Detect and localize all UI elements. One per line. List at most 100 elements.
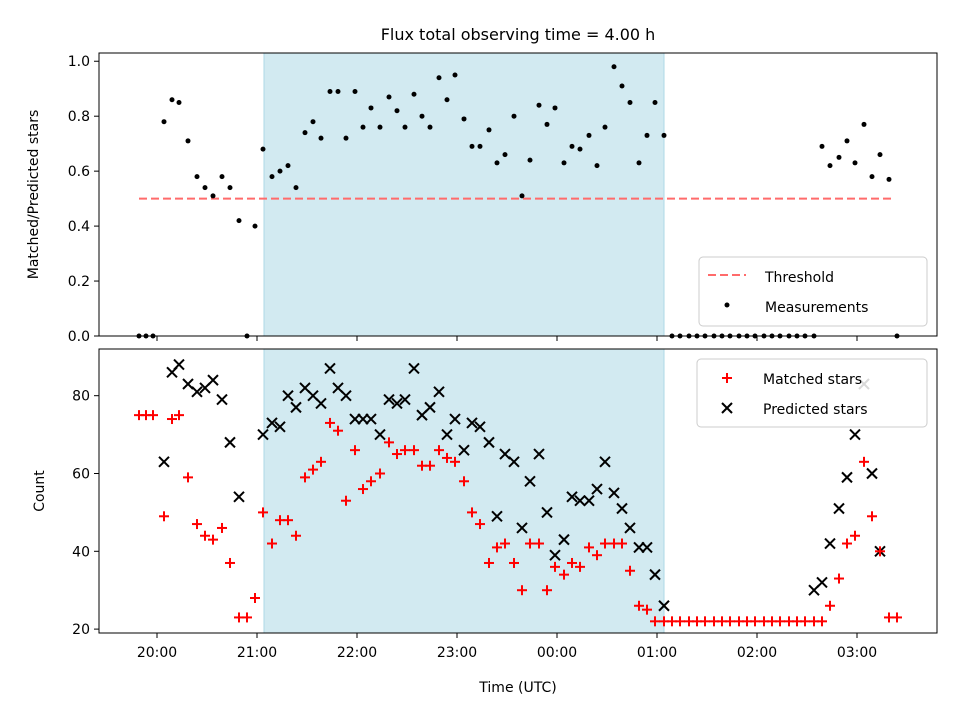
y-tick-label: 0.8 [68,109,90,125]
predicted-point [274,421,286,433]
x-tick-label: 23:00 [437,645,477,661]
measurement-point [552,105,558,111]
measurement-point [419,113,425,119]
predicted-point [824,537,836,550]
predicted-point [474,421,486,433]
measurement-point [352,88,358,94]
matched-point [634,600,644,611]
predicted-point [408,362,420,375]
measurement-point [861,121,867,127]
matched-point [859,456,869,467]
predicted-stars-points [158,358,886,612]
matched-point [700,616,710,627]
bottom-x-ticks: 20:00 21:00 22:00 23:00 00:00 01:00 02:00 03:00 [137,633,877,661]
predicted-point [399,393,411,406]
y-tick-label: 0.0 [68,329,90,345]
legend-predicted-mark [721,402,733,414]
measurement-point [360,124,366,130]
predicted-point [816,576,828,589]
matched-point [600,538,610,549]
y-tick-label: 40 [72,544,90,560]
legend-measurements-mark [724,302,730,308]
predicted-point [433,386,445,398]
predicted-point [374,428,386,441]
matched-point [316,456,326,467]
matched-point [567,557,577,568]
bottom-legend: Matched stars Predicted stars [696,358,928,428]
predicted-point [391,397,403,410]
matched-point [892,612,902,623]
y-tick-label: 60 [72,466,90,482]
predicted-point [216,393,228,406]
matched-point [484,557,494,568]
measurement-point [544,121,550,127]
matched-point [434,445,444,456]
measurement-point [469,143,475,149]
matched-point [725,616,735,627]
predicted-point [616,502,628,515]
matched-point [242,612,252,623]
bottom-y-axis-label: Count [32,470,48,512]
measurement-point [411,91,417,97]
legend-predicted-label: Predicted stars [763,402,868,418]
measurement-point [169,97,175,103]
measurement-point [619,83,625,89]
y-tick-label: 1.0 [68,54,90,70]
matched-point [559,569,569,580]
matched-point [617,538,627,549]
matched-point [183,472,193,483]
predicted-point [173,358,185,371]
predicted-point [624,522,636,534]
measurement-point [819,143,825,149]
matched-point [159,511,169,522]
measurement-point [386,94,392,100]
matched-point [625,565,635,576]
observing-window-shade-top [263,52,665,337]
predicted-point [833,502,845,515]
predicted-point [224,436,236,449]
predicted-point [449,413,461,425]
measurement-point [377,124,383,130]
predicted-point [257,428,269,441]
measurement-point [252,223,258,229]
predicted-point [315,397,327,410]
observing-window-shade-bottom [263,348,665,634]
measurement-point [494,160,500,166]
matched-point [500,538,510,549]
matched-point [517,585,527,596]
matched-point [575,561,585,572]
predicted-point [566,491,578,503]
predicted-point [583,495,595,507]
measurement-point [869,174,875,180]
measurement-point [210,193,216,199]
predicted-point [508,456,520,468]
measurement-point [536,102,542,108]
measurement-point [519,193,525,199]
predicted-point [866,467,878,480]
bottom-legend-box [696,358,928,428]
predicted-point [365,413,377,425]
predicted-point [466,417,478,429]
top-legend-box [698,256,928,327]
matched-point [800,616,810,627]
x-tick-label: 00:00 [537,645,577,661]
measurement-point [511,113,517,119]
legend-x [721,402,733,414]
measurement-point [594,163,600,169]
measurement-point [627,99,633,105]
matched-point [258,507,268,518]
y-tick-label: 80 [72,389,90,405]
matched-point [442,452,452,463]
measurement-point [661,132,667,138]
measurement-point [569,143,575,149]
predicted-point [441,428,453,441]
matched-point [358,484,368,495]
matched-point [875,546,885,557]
matched-point [300,472,310,483]
legend-matched-mark [722,373,732,383]
predicted-point [649,568,661,581]
matched-point [467,507,477,518]
measurement-point [561,160,567,166]
measurement-point [611,64,617,70]
chart-title: Flux total observing time = 4.00 h [381,25,656,44]
